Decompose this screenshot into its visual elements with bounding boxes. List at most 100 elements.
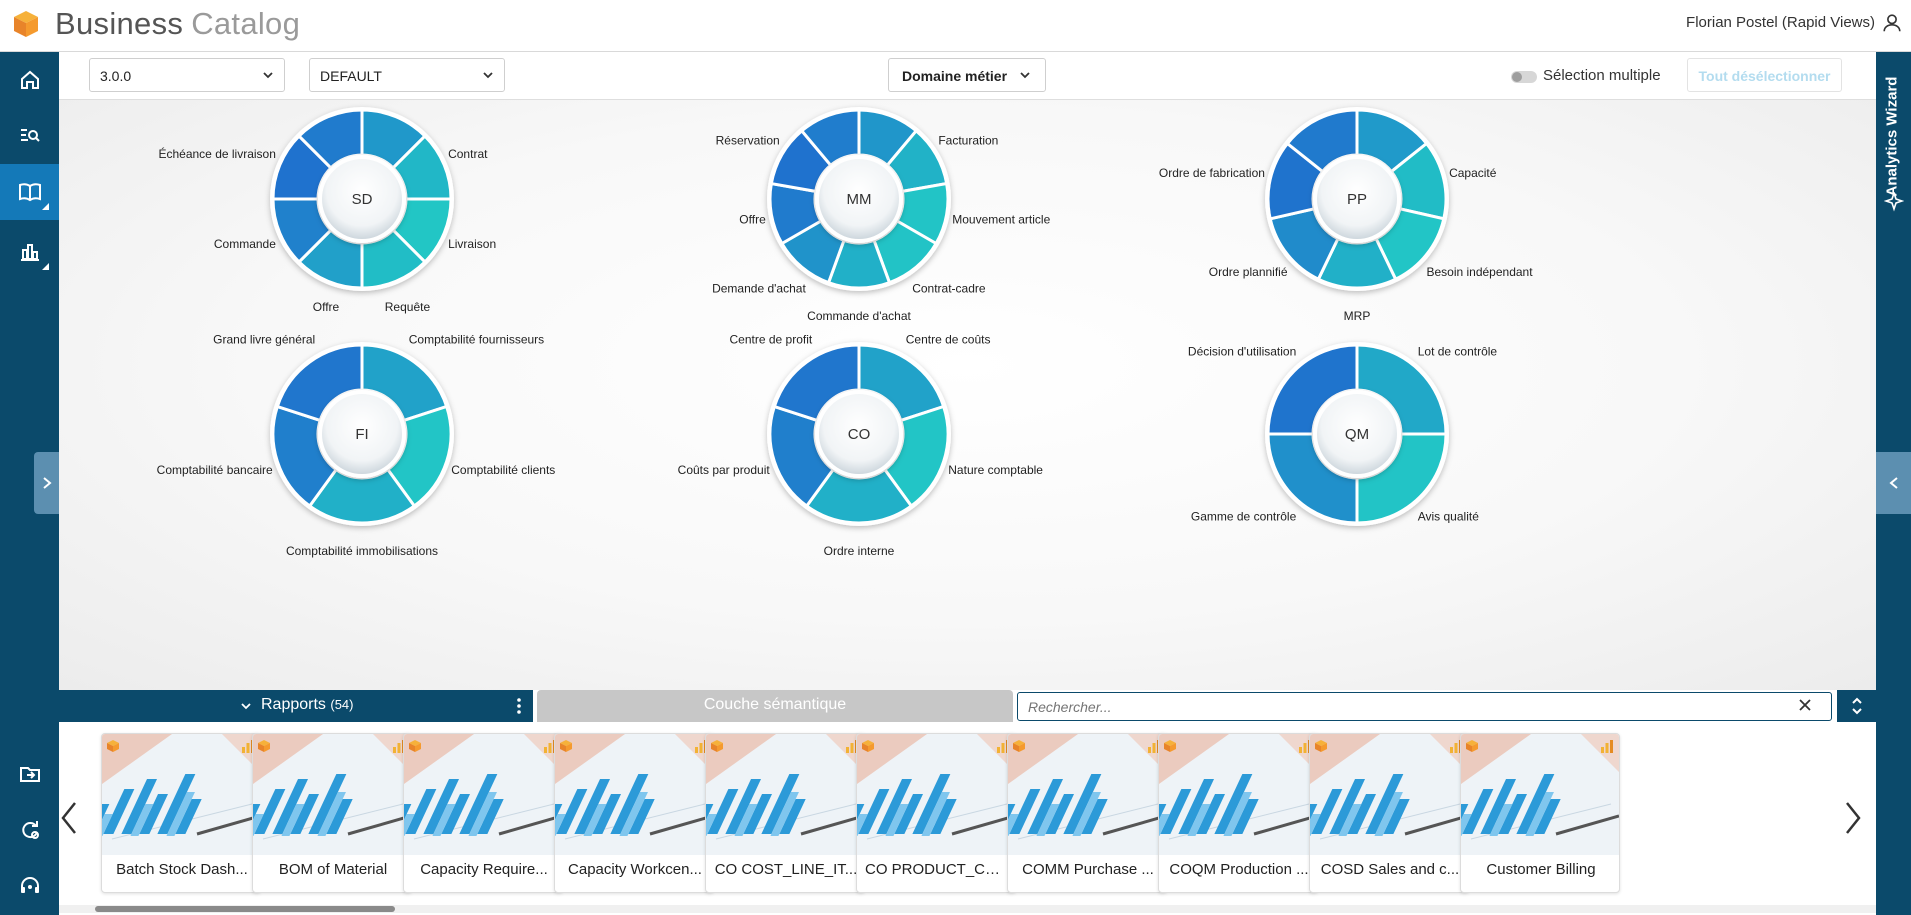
report-card[interactable]: Customer Billing	[1460, 733, 1620, 893]
wheel-segment-label[interactable]: Livraison	[448, 237, 496, 251]
wheel-segment-label[interactable]: Contrat	[448, 147, 488, 161]
report-card[interactable]: COQM Production ...	[1158, 733, 1318, 893]
book-icon	[18, 183, 41, 202]
tab-rapports[interactable]: Rapports (54)	[59, 690, 533, 722]
wheel-segment-label[interactable]: Requête	[385, 300, 431, 314]
wheel-segment-label[interactable]: Centre de coûts	[906, 332, 991, 346]
wheel-segment-label[interactable]: MRP	[1344, 309, 1371, 323]
version-select-value: 3.0.0	[100, 68, 132, 84]
wheel-center-label: FI	[355, 426, 368, 443]
wheel-segment-label[interactable]: Commande d'achat	[807, 309, 911, 323]
report-card[interactable]: COSD Sales and c...	[1309, 733, 1469, 893]
wheel-segment-label[interactable]: Commande	[214, 237, 276, 251]
wheel-segment-label[interactable]: Lot de contrôle	[1418, 344, 1498, 358]
report-card[interactable]: COMM Purchase ...	[1007, 733, 1167, 893]
cube-icon	[711, 740, 723, 752]
sidebar-item-home[interactable]	[0, 56, 59, 104]
wheel-segment-label[interactable]: Coûts par produit	[678, 463, 771, 477]
close-icon[interactable]	[1797, 697, 1813, 713]
wheel-segment-label[interactable]: Demande d'achat	[712, 282, 806, 296]
horizontal-scrollbar-track[interactable]	[59, 905, 1876, 913]
report-card[interactable]: CO PRODUCT_CO...	[856, 733, 1016, 893]
wheel-segment-label[interactable]: Comptabilité bancaire	[157, 463, 273, 477]
report-card[interactable]: BOM of Material	[252, 733, 412, 893]
sidebar-item-catalog[interactable]	[0, 164, 59, 220]
domain-wheel-co[interactable]: CO	[767, 342, 951, 526]
right-panel-collapse-button[interactable]	[1876, 452, 1911, 514]
wheel-segment-label[interactable]: Ordre de fabrication	[1159, 166, 1265, 180]
wheel-hub[interactable]	[1313, 155, 1401, 243]
wheel-segment-label[interactable]: BOM article	[1386, 100, 1449, 101]
wheel-segment-label[interactable]: Centre de profit	[730, 332, 813, 346]
horizontal-scrollbar-thumb[interactable]	[95, 906, 395, 912]
report-thumbnail	[102, 734, 260, 855]
cube-icon	[1466, 740, 1478, 752]
wheel-segment-label[interactable]: Ordre interne	[824, 544, 895, 558]
domain-wheel-pp[interactable]: PP	[1265, 107, 1449, 291]
sidebar-item-import[interactable]	[0, 750, 59, 798]
profile-select[interactable]: DEFAULT	[309, 58, 505, 92]
chevron-down-icon	[1020, 72, 1030, 79]
version-select[interactable]: 3.0.0	[89, 58, 285, 92]
tab-rapports-label: Rapports (54)	[261, 696, 354, 714]
expand-panel-button[interactable]	[1837, 690, 1876, 722]
report-card[interactable]: Batch Stock Dash...	[101, 733, 261, 893]
wheel-segment-label[interactable]: Besoin indépendant	[1426, 265, 1533, 279]
wheel-segment-label[interactable]: Comptabilité fournisseurs	[409, 332, 544, 346]
cube-icon	[1164, 740, 1176, 752]
wheel-segment-label[interactable]: Réservation	[716, 134, 780, 148]
top-bar: Business Catalog Florian Postel (Rapid Vi…	[0, 0, 1911, 52]
wheel-hub[interactable]	[318, 390, 406, 478]
report-card[interactable]: Capacity Workcen...	[554, 733, 714, 893]
sidebar-item-search[interactable]	[0, 111, 59, 159]
deselect-all-button[interactable]: Tout désélectionner	[1687, 58, 1842, 92]
wheel-segment-label[interactable]: Contrat-cadre	[912, 282, 986, 296]
wheel-segment-label[interactable]: Gamme de contrôle	[1191, 510, 1297, 524]
wheel-segment-label[interactable]: Décision d'utilisation	[1188, 344, 1296, 358]
wheel-hub[interactable]	[815, 155, 903, 243]
carousel-prev-button[interactable]	[59, 800, 79, 836]
report-thumbnail	[857, 734, 1015, 855]
wheel-segment-label[interactable]: Comptabilité clients	[451, 463, 555, 477]
wheel-segment-label[interactable]: Avis qualité	[1418, 510, 1479, 524]
domain-wheel-fi[interactable]: FI	[270, 342, 454, 526]
wheel-segment-label[interactable]: Nature comptable	[948, 463, 1043, 477]
settings-refresh-icon	[21, 821, 39, 839]
carousel-next-button[interactable]	[1843, 800, 1863, 836]
search-input[interactable]	[1017, 692, 1832, 721]
app-title-part1: Business	[55, 6, 184, 41]
domain-wheel-qm[interactable]: QM	[1265, 342, 1449, 526]
user-name[interactable]: Florian Postel (Rapid Views)	[1686, 14, 1875, 31]
report-thumbnail	[1008, 734, 1166, 855]
user-icon[interactable]	[1881, 12, 1903, 34]
domain-wheel-mm[interactable]: MM	[767, 107, 951, 291]
wheel-segment-label[interactable]: Gammes	[1280, 100, 1329, 101]
cube-logo-icon	[14, 11, 38, 37]
report-card-title: CO COST_LINE_IT...	[714, 861, 858, 878]
analytics-wizard-tab[interactable]: Analytics Wizard	[1876, 64, 1911, 224]
tab-couche-semantique[interactable]: Couche sémantique	[537, 690, 1013, 722]
wheel-hub[interactable]	[815, 390, 903, 478]
wheel-segment-label[interactable]: Capacité	[1449, 166, 1497, 180]
wheel-segment-label[interactable]: Comptabilité immobilisations	[286, 544, 438, 558]
wheel-hub[interactable]	[318, 155, 406, 243]
report-card[interactable]: CO COST_LINE_IT...	[705, 733, 865, 893]
sidebar-item-settings[interactable]	[0, 806, 59, 854]
wheel-hub[interactable]	[1313, 390, 1401, 478]
multi-select-toggle[interactable]	[1511, 71, 1537, 83]
wheel-segment-label[interactable]: Facturation	[938, 134, 998, 148]
domain-wheel-sd[interactable]: SD	[270, 107, 454, 291]
wheel-segment-label[interactable]: Échéance de livraison	[158, 146, 275, 161]
wheel-segment-label[interactable]: Offre	[739, 212, 766, 226]
sidebar-item-support[interactable]	[0, 862, 59, 910]
report-thumbnail	[404, 734, 562, 855]
wheel-segment-label[interactable]: Ordre plannifié	[1209, 265, 1288, 279]
wheel-segment-label[interactable]: Offre	[313, 300, 340, 314]
more-options-icon[interactable]	[513, 696, 525, 716]
wheel-segment-label[interactable]: Grand livre général	[213, 332, 315, 346]
sidebar-expand-button[interactable]	[34, 452, 59, 514]
wheel-segment-label[interactable]: Mouvement article	[952, 212, 1050, 226]
report-card[interactable]: Capacity Require...	[403, 733, 563, 893]
sidebar-item-analytics[interactable]	[0, 224, 59, 280]
domain-select[interactable]: Domaine métier	[888, 58, 1046, 92]
